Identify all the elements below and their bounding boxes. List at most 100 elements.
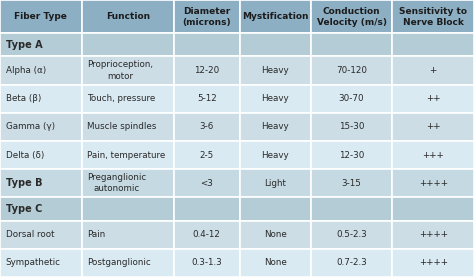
Bar <box>311 0 392 33</box>
Text: None: None <box>264 230 287 239</box>
Text: Beta (β): Beta (β) <box>6 94 41 103</box>
Bar <box>240 113 311 141</box>
Bar <box>0 33 82 57</box>
Bar <box>174 57 240 84</box>
Text: 0.5-2.3: 0.5-2.3 <box>336 230 367 239</box>
Text: Dorsal root: Dorsal root <box>6 230 54 239</box>
Text: ++++: ++++ <box>419 230 447 239</box>
Bar <box>311 113 392 141</box>
Bar <box>82 169 174 198</box>
Bar <box>174 113 240 141</box>
Text: Type C: Type C <box>6 204 42 214</box>
Bar <box>392 249 474 277</box>
Bar <box>311 220 392 249</box>
Bar <box>0 249 82 277</box>
Bar <box>311 57 392 84</box>
Bar <box>240 169 311 198</box>
Bar <box>392 0 474 33</box>
Text: 30-70: 30-70 <box>339 94 365 103</box>
Bar <box>0 84 82 113</box>
Text: 12-30: 12-30 <box>339 151 364 160</box>
Bar <box>82 84 174 113</box>
Text: 5-12: 5-12 <box>197 94 217 103</box>
Text: 15-30: 15-30 <box>339 122 365 131</box>
Bar <box>392 198 474 220</box>
Bar <box>174 249 240 277</box>
Bar <box>82 141 174 169</box>
Text: 0.4-12: 0.4-12 <box>193 230 221 239</box>
Text: Type B: Type B <box>6 178 42 188</box>
Text: Sympathetic: Sympathetic <box>6 258 61 267</box>
Text: Heavy: Heavy <box>261 94 289 103</box>
Text: 12-20: 12-20 <box>194 66 219 75</box>
Bar <box>82 198 174 220</box>
Text: Touch, pressure: Touch, pressure <box>87 94 155 103</box>
Text: Heavy: Heavy <box>261 66 289 75</box>
Text: Heavy: Heavy <box>261 151 289 160</box>
Text: 3-15: 3-15 <box>342 179 362 188</box>
Bar <box>174 169 240 198</box>
Bar <box>174 84 240 113</box>
Text: Preganglionic
autonomic: Preganglionic autonomic <box>87 173 146 193</box>
Text: ++++: ++++ <box>419 179 447 188</box>
Bar <box>392 33 474 57</box>
Bar <box>240 220 311 249</box>
Text: Proprioception,
motor: Proprioception, motor <box>87 60 153 81</box>
Text: 0.3-1.3: 0.3-1.3 <box>191 258 222 267</box>
Bar <box>311 198 392 220</box>
Bar <box>240 249 311 277</box>
Bar <box>174 33 240 57</box>
Bar <box>174 0 240 33</box>
Bar <box>82 220 174 249</box>
Bar <box>240 57 311 84</box>
Text: Light: Light <box>264 179 286 188</box>
Text: 3-6: 3-6 <box>200 122 214 131</box>
Text: Pain: Pain <box>87 230 106 239</box>
Bar <box>392 84 474 113</box>
Bar <box>82 33 174 57</box>
Text: Type A: Type A <box>6 40 42 50</box>
Bar <box>174 220 240 249</box>
Text: None: None <box>264 258 287 267</box>
Bar <box>240 33 311 57</box>
Text: Gamma (γ): Gamma (γ) <box>6 122 55 131</box>
Text: Alpha (α): Alpha (α) <box>6 66 46 75</box>
Bar <box>240 141 311 169</box>
Bar <box>240 84 311 113</box>
Bar <box>311 141 392 169</box>
Text: Sensitivity to
Nerve Block: Sensitivity to Nerve Block <box>399 7 467 27</box>
Bar <box>0 220 82 249</box>
Bar <box>240 0 311 33</box>
Bar <box>0 57 82 84</box>
Bar <box>392 141 474 169</box>
Text: Conduction
Velocity (m/s): Conduction Velocity (m/s) <box>317 7 387 27</box>
Text: ++: ++ <box>426 122 440 131</box>
Text: 70-120: 70-120 <box>336 66 367 75</box>
Bar <box>0 169 82 198</box>
Bar <box>0 113 82 141</box>
Bar <box>311 84 392 113</box>
Text: ++: ++ <box>426 94 440 103</box>
Text: +++: +++ <box>422 151 444 160</box>
Text: Mystification: Mystification <box>242 12 309 21</box>
Text: Fiber Type: Fiber Type <box>14 12 67 21</box>
Text: ++++: ++++ <box>419 258 447 267</box>
Bar <box>0 0 82 33</box>
Bar <box>392 57 474 84</box>
Bar <box>82 113 174 141</box>
Bar <box>392 113 474 141</box>
Text: Muscle spindles: Muscle spindles <box>87 122 157 131</box>
Bar <box>174 198 240 220</box>
Text: Delta (δ): Delta (δ) <box>6 151 44 160</box>
Text: Diameter
(microns): Diameter (microns) <box>182 7 231 27</box>
Text: <3: <3 <box>201 179 213 188</box>
Text: Postganglionic: Postganglionic <box>87 258 151 267</box>
Bar <box>311 249 392 277</box>
Bar <box>82 0 174 33</box>
Bar <box>311 169 392 198</box>
Bar <box>174 141 240 169</box>
Text: 0.7-2.3: 0.7-2.3 <box>336 258 367 267</box>
Bar <box>0 198 82 220</box>
Bar <box>82 57 174 84</box>
Text: +: + <box>429 66 437 75</box>
